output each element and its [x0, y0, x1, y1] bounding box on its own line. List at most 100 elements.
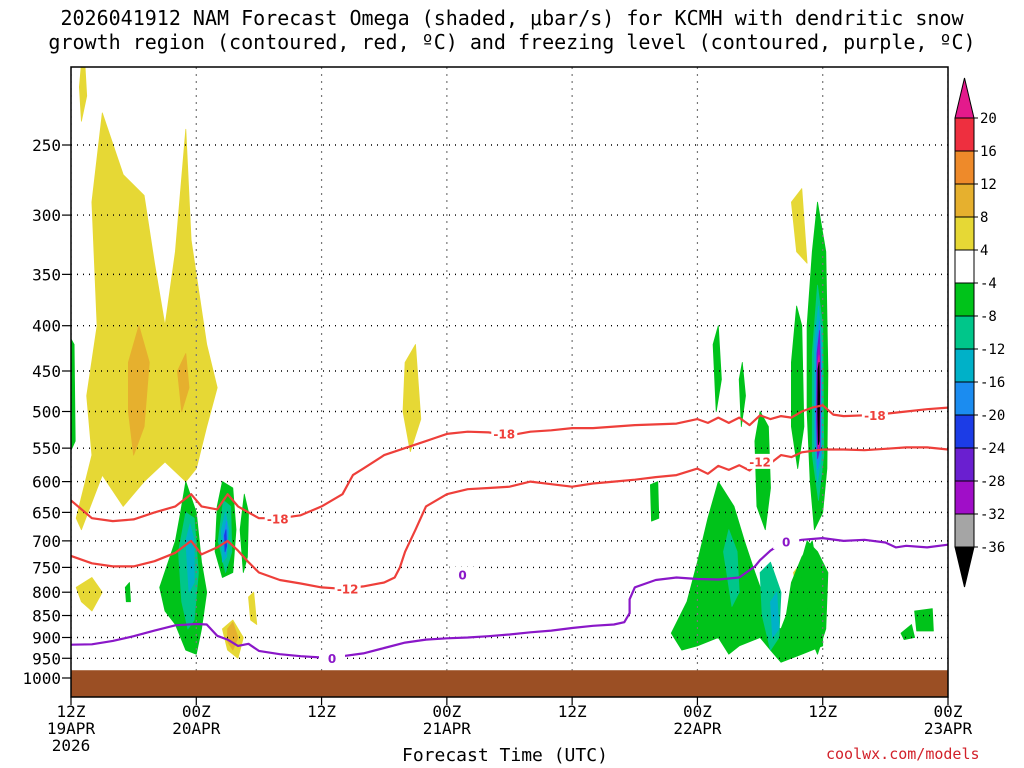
colorbar-label: 20 [980, 111, 997, 127]
time-tick-label: 2026 [52, 736, 91, 755]
pressure-tick-label: 900 [32, 628, 61, 647]
time-tick-label: 19APR [47, 719, 96, 738]
contour-label: -12 [749, 455, 771, 469]
contour-label: 0 [328, 652, 336, 666]
contour-label: -18 [493, 427, 515, 441]
omega-patch [770, 591, 780, 638]
omega-patch [239, 493, 249, 573]
pressure-tick-label: 600 [32, 473, 61, 492]
ground-fill [71, 670, 948, 697]
colorbar-bottom-arrow [954, 546, 975, 588]
pressure-tick-label: 750 [32, 558, 61, 577]
colorbar-band [954, 117, 975, 152]
contour-label-bg [264, 510, 291, 526]
omega-patch [79, 67, 88, 122]
contour-labels: -18 -18 -18 -12 -12 0 0 0 [264, 407, 888, 666]
omega-patch [71, 338, 76, 452]
colorbar-band [954, 348, 975, 383]
colorbar-band [954, 282, 975, 317]
plot-frame [70, 66, 949, 698]
time-tick-label: 12Z [57, 702, 86, 721]
pressure-tick-label: 950 [32, 649, 61, 668]
colorbar-label: -16 [980, 375, 1005, 391]
contour-lines [71, 404, 948, 660]
colorbar-band [954, 414, 975, 449]
colorbar-band [954, 513, 975, 548]
colorbar-label: -12 [980, 342, 1005, 358]
colorbar-band [954, 480, 975, 515]
omega-patch [791, 188, 808, 264]
time-tick-label: 22APR [673, 719, 722, 738]
colorbar-label: -28 [980, 474, 1005, 490]
omega-patch [817, 361, 820, 446]
ground-layer [71, 670, 948, 697]
omega-colorbar: 20 16 12 8 4 -4 -8 -12 -16 -20 -24 -28 -32 -36 [954, 77, 1005, 588]
colorbar-label: 8 [980, 210, 988, 226]
contour-label: -18 [864, 409, 886, 423]
time-tick-label: 23APR [924, 719, 973, 738]
pressure-tick-label: 800 [32, 583, 61, 602]
pressure-tick-label: 700 [32, 532, 61, 551]
contour-label: 0 [782, 535, 790, 549]
contour-label-bg [491, 425, 518, 441]
pressure-tick-label: 550 [32, 439, 61, 458]
contour-label-bg [773, 533, 800, 549]
colorbar-label: -32 [980, 507, 1005, 523]
contour-label-bg [449, 567, 476, 583]
contour-label: -12 [337, 582, 359, 596]
contour-label: 0 [458, 569, 466, 583]
omega-shading [71, 67, 934, 663]
pressure-tick-label: 850 [32, 607, 61, 626]
omega-patch [914, 608, 934, 632]
time-tick-label: 20APR [172, 719, 221, 738]
omega-patch [791, 305, 805, 470]
colorbar-band [954, 216, 975, 251]
colorbar-band [954, 249, 975, 284]
time-tick-label: 00Z [182, 702, 211, 721]
time-tick-label: 12Z [808, 702, 837, 721]
pressure-tick-label: 400 [32, 317, 61, 336]
colorbar-band [954, 315, 975, 350]
pressure-tick-label: 300 [32, 206, 61, 225]
omega-patch [248, 591, 258, 625]
x-axis-title: Forecast Time (UTC) [402, 745, 608, 766]
omega-patch [177, 353, 190, 412]
time-tick-label: 21APR [423, 719, 472, 738]
contour-label-bg [861, 407, 888, 423]
chart-title: 2026041912 NAM Forecast Omega (shaded, μ… [48, 6, 976, 54]
omega-patch [754, 411, 771, 531]
pressure-tick-label: 500 [32, 403, 61, 422]
pressure-tick-label: 1000 [22, 669, 61, 688]
pressure-tick-label: 650 [32, 503, 61, 522]
omega-patch [900, 624, 915, 640]
colorbar-label: -8 [980, 309, 997, 325]
colorbar-label: -4 [980, 276, 997, 292]
colorbar-band [954, 183, 975, 218]
contour-label: -18 [267, 512, 289, 526]
dgz-minus12-contour [71, 446, 948, 590]
freezing-level-contour [71, 536, 948, 660]
omega-patch [124, 582, 131, 603]
colorbar-band [954, 150, 975, 185]
omega-patch [127, 325, 150, 456]
source-credit[interactable]: coolwx.com/models [826, 745, 980, 763]
colorbar-label: 12 [980, 177, 997, 193]
pressure-tick-label: 450 [32, 362, 61, 381]
time-tick-label: 00Z [934, 702, 963, 721]
omega-patch [738, 361, 746, 428]
colorbar-top-arrow [954, 77, 975, 119]
omega-patch [799, 540, 829, 655]
colorbar-band [954, 447, 975, 482]
contour-label-bg [319, 650, 346, 666]
pressure-axis: 250 300 350 400 450 500 550 600 650 700 750 800 850 9… [22, 136, 71, 688]
omega-patch [650, 481, 660, 522]
time-tick-label: 00Z [683, 702, 712, 721]
time-tick-label: 12Z [307, 702, 336, 721]
omega-patch [75, 577, 103, 612]
dgz-minus18-contour [71, 404, 948, 523]
contour-label-bg [747, 453, 774, 469]
pressure-tick-label: 350 [32, 265, 61, 284]
omega-patch [712, 325, 722, 412]
